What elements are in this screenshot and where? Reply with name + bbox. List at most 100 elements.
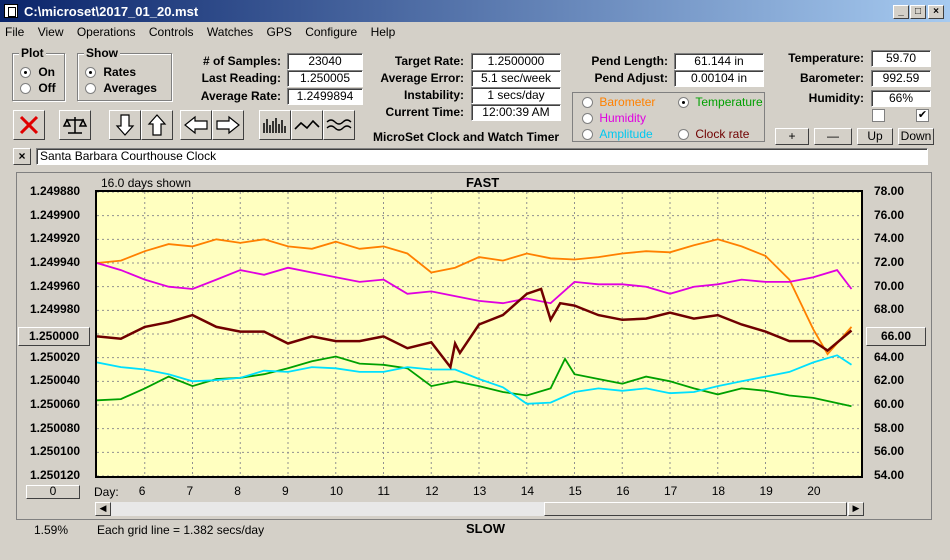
balance-button[interactable] (59, 110, 91, 140)
series-line-clock-rate (97, 287, 853, 371)
option-checkbox-1[interactable] (872, 109, 885, 122)
plot-on-radio[interactable] (20, 67, 31, 79)
series-humidity-radio[interactable] (582, 113, 593, 125)
y-right-tick-label: 72.00 (874, 255, 905, 269)
target-rate-field[interactable]: 1.2500000 (471, 53, 561, 70)
series-select-box (572, 92, 765, 142)
x-tick-label: 9 (282, 484, 289, 498)
last-reading-value: 1.250005 (287, 70, 363, 87)
menu-file[interactable]: File (5, 25, 25, 39)
menu-gps[interactable]: GPS (266, 25, 292, 39)
plus-button[interactable]: + (775, 128, 809, 145)
red-x-icon (19, 115, 39, 135)
y-left-tick-label: 1.250060 (30, 397, 81, 411)
average-rate-value: 1.2499894 (287, 88, 363, 105)
plot-group-title: Plot (19, 46, 46, 60)
current-time-value: 12:00:39 AM (471, 104, 561, 121)
menu-controls[interactable]: Controls (148, 25, 194, 39)
fast-label: FAST (466, 175, 500, 190)
y-right-tick-label: 56.00 (874, 444, 905, 459)
x-tick-label: 6 (138, 484, 146, 498)
minimize-icon[interactable]: _ (893, 5, 909, 19)
y-left-tick-label: 1.249880 (30, 184, 81, 198)
menu-help[interactable]: Help (370, 25, 396, 39)
plot-off-radio[interactable] (20, 83, 31, 95)
series-barometer-option[interactable]: Barometer (582, 95, 655, 109)
line-view-button[interactable] (291, 110, 323, 140)
average-error-label: Average Error: (380, 71, 464, 85)
menu-view[interactable]: View (37, 25, 64, 39)
stop-button[interactable] (13, 110, 45, 140)
show-rates-label: Rates (103, 65, 137, 79)
temperature-value: 59.70 (871, 50, 931, 67)
temperature-label: Temperature: (788, 51, 864, 65)
wave-view-button[interactable] (323, 110, 355, 140)
menu-configure[interactable]: Configure (305, 25, 358, 39)
series-barometer-radio[interactable] (582, 97, 593, 109)
menu-watches[interactable]: Watches (206, 25, 254, 39)
scroll-thumb[interactable] (544, 502, 847, 516)
pend-length-field[interactable]: 61.144 in (674, 53, 764, 70)
scroll-right-icon[interactable]: ▶ (848, 502, 864, 516)
scroll-left-icon[interactable]: ◀ (95, 502, 111, 516)
down-button[interactable]: Down (898, 128, 934, 145)
x-tick-label: 19 (759, 484, 773, 498)
samples-value: 23040 (287, 53, 363, 70)
show-rates-radio[interactable] (85, 67, 96, 79)
plot-off-option[interactable]: Off (20, 81, 56, 95)
series-amplitude-option[interactable]: Amplitude (582, 127, 653, 141)
zero-button[interactable]: 0 (26, 485, 80, 499)
series-temperature-radio[interactable] (678, 97, 689, 109)
y-right-tick-label: 64.00 (874, 349, 905, 364)
clock-name-field[interactable]: Santa Barbara Courthouse Clock (36, 148, 928, 165)
y-right-tick-label: 70.00 (874, 278, 905, 293)
y-left-tick-label: 1.249980 (30, 302, 81, 317)
pend-adjust-value: 0.00104 in (674, 70, 764, 87)
series-clock-rate-option[interactable]: Clock rate (678, 127, 749, 141)
current-time-label: Current Time: (385, 105, 464, 119)
minus-button[interactable]: — (814, 128, 852, 145)
left-arrow-button[interactable] (180, 110, 212, 140)
left-center-button[interactable]: 1.250000 (18, 327, 90, 346)
chart-frame (16, 172, 932, 520)
series-clock-rate-radio[interactable] (678, 129, 689, 141)
right-arrow-button[interactable] (212, 110, 244, 140)
up-button[interactable]: Up (857, 128, 893, 145)
average-rate-label: Average Rate: (200, 89, 281, 103)
x-tick-label: 16 (616, 484, 630, 498)
y-right-tick-label: 62.00 (874, 373, 905, 388)
menu-operations[interactable]: Operations (76, 25, 136, 39)
series-line-humidity (97, 262, 853, 305)
show-averages-option[interactable]: Averages (85, 81, 157, 95)
show-rates-option[interactable]: Rates (85, 65, 136, 79)
plot-on-option[interactable]: On (20, 65, 55, 79)
x-tick-label: 14 (520, 484, 535, 498)
line-graph-icon (294, 119, 320, 130)
close-icon[interactable]: × (928, 5, 944, 19)
show-averages-radio[interactable] (85, 83, 96, 95)
clear-name-button[interactable]: × (13, 148, 31, 165)
series-temperature-option[interactable]: Temperature (678, 95, 763, 109)
grid-note: Each grid line = 1.382 secs/day (97, 523, 265, 537)
up-arrow-button[interactable] (141, 110, 173, 140)
series-humidity-option[interactable]: Humidity (582, 111, 646, 125)
option-checkbox-2[interactable]: ✔ (916, 109, 929, 122)
pend-length-label: Pend Length: (591, 54, 668, 68)
time-scrollbar[interactable]: ◀ ▶ (94, 501, 865, 517)
app-icon[interactable] (4, 4, 18, 18)
window-title: C:\microset\2017_01_20.mst (24, 4, 199, 19)
y-left-tick-label: 1.250120 (30, 468, 81, 482)
y-right-tick-label: 68.00 (874, 302, 905, 317)
x-tick-label: 15 (568, 484, 582, 498)
right-center-button[interactable]: 66.00 (866, 327, 926, 346)
maximize-icon[interactable]: □ (910, 5, 926, 19)
y-left-tick-label: 1.249940 (30, 255, 81, 269)
series-clock-rate-label: Clock rate (695, 127, 750, 141)
bars-view-button[interactable] (259, 110, 291, 140)
down-arrow-button[interactable] (109, 110, 141, 140)
bar-graph-icon (263, 118, 286, 133)
series-amplitude-radio[interactable] (582, 129, 593, 141)
barometer-label: Barometer: (799, 71, 864, 85)
x-tick-label: 7 (186, 484, 194, 498)
arrow-down-icon (115, 114, 135, 136)
